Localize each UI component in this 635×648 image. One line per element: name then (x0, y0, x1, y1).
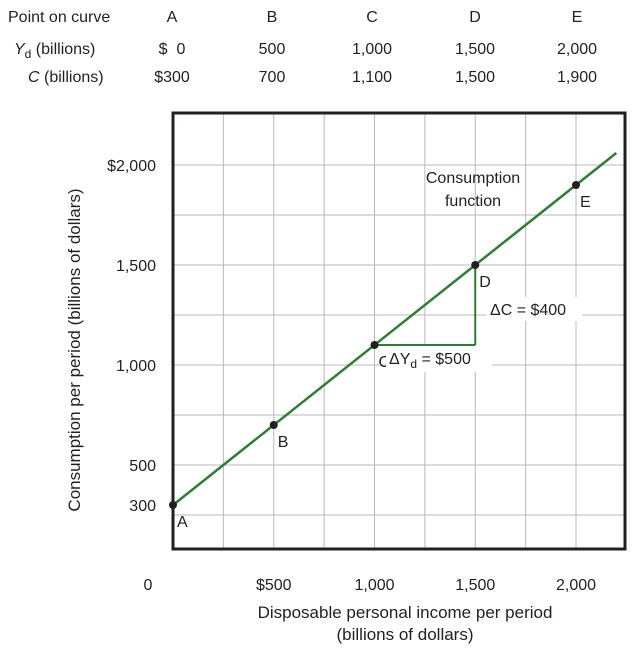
chart-annotations: Consumption function ΔC = $400 ΔYd = $500 (386, 170, 582, 372)
x-tick-label: 1,000 (354, 577, 394, 594)
delta-c-label: ΔC = $400 (490, 302, 566, 319)
table-c-value: 1,900 (556, 69, 598, 86)
point-label-c: C (379, 354, 391, 371)
y-tick-label: $2,000 (107, 158, 156, 175)
point-label-e: E (580, 194, 591, 211)
y-axis-title: Consumption per period (billions of doll… (65, 188, 84, 511)
data-point-d (471, 261, 480, 269)
y-tick-label: 1,500 (116, 258, 156, 275)
y-tick-label: 300 (129, 498, 156, 515)
table-point-label: A (166, 9, 178, 26)
table-row-yd-label: Yd (billions) (14, 41, 96, 62)
table-point-label: B (266, 9, 278, 26)
table-c-value: 700 (258, 69, 286, 86)
table-yd-value: 1,000 (351, 41, 393, 58)
origin-label: 0 (144, 577, 153, 594)
point-label-a: A (177, 514, 188, 531)
x-tick-label: $500 (256, 577, 292, 594)
data-point-c (370, 341, 379, 349)
point-label-b: B (278, 434, 289, 451)
curve-label-line2: function (445, 193, 501, 210)
table-yd-value: 2,000 (556, 41, 598, 58)
point-label-d: D (479, 274, 491, 291)
axis-ticks: $500 1,000 1,500 2,000 0 300 500 1,000 1,500 $2,0… (107, 158, 596, 594)
table-header-label: Point on curve (8, 9, 111, 26)
y-tick-label: 500 (129, 458, 156, 475)
table-point-label: C (366, 9, 378, 26)
table-yd-value: 1,500 (454, 41, 496, 58)
delta-yd-label-bg (386, 346, 492, 372)
data-point-e (572, 181, 580, 189)
data-table: Point on curve Yd (billions) C (billions… (0, 0, 635, 100)
table-row-c-label: C (billions) (28, 69, 104, 86)
table-c-value: 1,100 (351, 69, 393, 86)
table-point-label: D (469, 9, 481, 26)
curve-label-line1: Consumption (426, 170, 520, 187)
delta-yd-label: ΔYd = $500 (389, 351, 471, 371)
x-axis-title-line1: Disposable personal income per period (258, 603, 553, 622)
x-tick-label: 2,000 (556, 577, 596, 594)
data-point-b (269, 421, 278, 429)
delta-triangle (374, 265, 477, 346)
y-tick-label: 1,000 (116, 358, 156, 375)
delta-c-label-bg (486, 297, 582, 321)
chart-grid (173, 113, 625, 549)
x-tick-label: 1,500 (455, 577, 495, 594)
plot-frame (171, 111, 627, 551)
table-yd-value: 500 (258, 41, 286, 58)
table-c-value: $300 (154, 69, 190, 86)
table-c-value: 1,500 (454, 69, 496, 86)
table-point-label: E (571, 9, 583, 26)
table-yd-value: $ 0 (158, 41, 186, 58)
chart-series: A B C D E (169, 152, 618, 531)
consumption-function-line (172, 152, 618, 506)
data-point-a (169, 501, 177, 509)
x-axis-title-line2: (billions of dollars) (337, 625, 474, 644)
